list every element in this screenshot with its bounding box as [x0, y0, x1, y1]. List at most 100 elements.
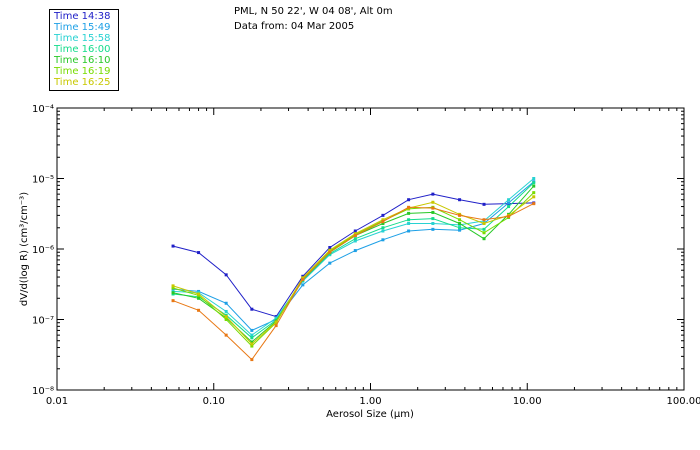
data-point	[407, 211, 411, 215]
data-point	[274, 316, 278, 320]
data-point	[532, 202, 536, 206]
data-point	[381, 213, 385, 217]
chart-subtitle: Data from: 04 Mar 2005	[234, 21, 355, 32]
data-point	[458, 221, 462, 225]
series-layer	[171, 177, 536, 362]
data-point	[458, 228, 462, 232]
data-point	[328, 250, 332, 254]
data-point	[353, 239, 357, 243]
data-point	[224, 318, 228, 321]
series-line	[172, 192, 535, 347]
data-point	[301, 283, 305, 287]
data-point	[407, 229, 411, 233]
series-line	[172, 193, 534, 318]
data-point	[328, 246, 332, 250]
data-point	[224, 273, 228, 277]
data-point	[274, 320, 278, 324]
data-point	[482, 237, 486, 241]
legend-item: Time 16:00	[54, 44, 111, 55]
plot-frame	[56, 107, 685, 391]
series-line	[173, 181, 535, 332]
data-point	[532, 195, 536, 199]
data-point	[532, 181, 536, 185]
data-point	[353, 229, 357, 233]
data-point	[171, 284, 175, 288]
data-point	[431, 192, 435, 196]
data-point	[431, 217, 435, 221]
data-point	[458, 213, 462, 217]
chart-title: PML, N 50 22', W 04 08', Alt 0m	[234, 6, 393, 17]
data-point	[250, 328, 254, 332]
data-point	[507, 201, 511, 205]
legend: Time 14:38 Time 15:49 Time 15:58 Time 16…	[49, 9, 119, 91]
legend-item: Time 14:38	[54, 11, 111, 22]
y-axis-label: dV/d(log R) (cm³/cm⁻³)	[19, 192, 30, 306]
x-tick-label: 0.10	[203, 396, 225, 407]
data-point	[250, 342, 254, 346]
data-point	[431, 210, 435, 214]
y-tick-label: 10⁻⁴	[32, 104, 54, 115]
data-point	[274, 324, 278, 328]
data-point	[532, 184, 536, 188]
data-point	[250, 333, 254, 337]
data-point	[482, 202, 486, 206]
data-point	[482, 221, 486, 225]
y-tick-label: 10⁻⁸	[32, 386, 54, 397]
legend-item: Time 16:10	[54, 55, 111, 66]
data-point	[250, 358, 254, 362]
data-point	[458, 218, 462, 222]
data-point	[224, 315, 228, 319]
data-point	[197, 296, 201, 300]
data-point	[431, 200, 435, 204]
x-tick-label: 10.00	[513, 396, 542, 407]
data-point	[507, 205, 511, 209]
legend-item: Time 16:19	[54, 66, 111, 77]
legend-item: Time 15:58	[54, 33, 111, 44]
data-point	[532, 191, 536, 195]
data-point	[250, 336, 254, 340]
data-point	[482, 231, 486, 235]
data-point	[171, 291, 175, 295]
data-point	[507, 198, 511, 202]
data-point	[482, 218, 486, 222]
y-tick-label: 10⁻⁷	[32, 316, 54, 327]
data-point	[197, 292, 201, 296]
y-tick-label: 10⁻⁵	[32, 175, 54, 186]
data-point	[301, 274, 305, 278]
axis-ticks	[56, 108, 684, 391]
data-point	[458, 198, 462, 202]
data-point	[407, 198, 411, 202]
data-point	[197, 251, 201, 255]
data-point	[197, 308, 201, 312]
series-7	[171, 195, 536, 346]
data-point	[431, 227, 435, 231]
data-point	[353, 232, 357, 236]
data-point	[407, 221, 411, 225]
x-tick-label: 0.01	[46, 396, 68, 407]
data-point	[381, 238, 385, 242]
data-point	[224, 309, 228, 313]
data-point	[353, 237, 357, 241]
data-point	[328, 248, 332, 252]
legend-item: Time 15:49	[54, 22, 111, 33]
data-point	[431, 221, 435, 225]
data-point	[381, 220, 385, 224]
series-6	[171, 191, 536, 348]
data-point	[353, 234, 357, 238]
data-point	[407, 205, 411, 209]
series-3	[171, 177, 536, 337]
data-point	[507, 214, 511, 218]
data-point	[171, 299, 175, 303]
y-tick-label: 10⁻⁶	[32, 245, 54, 256]
data-point	[224, 333, 228, 337]
data-point	[171, 286, 175, 290]
data-point	[458, 226, 462, 230]
data-point	[381, 226, 385, 230]
series-1	[171, 192, 536, 319]
data-point	[381, 221, 385, 225]
series-2	[171, 180, 536, 332]
data-point	[250, 340, 254, 344]
data-point	[482, 227, 486, 231]
legend-item: Time 16:25	[54, 77, 111, 88]
